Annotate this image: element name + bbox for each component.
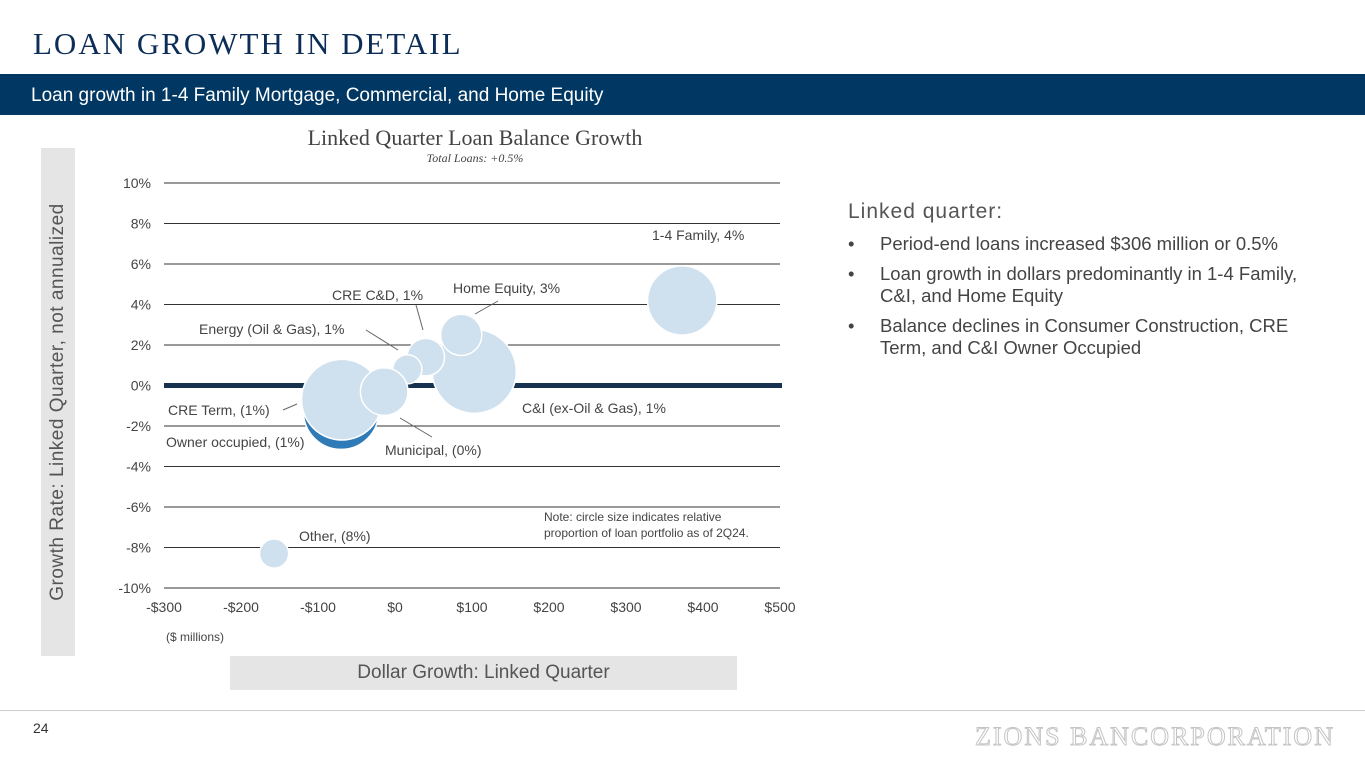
chart-subtitle: Total Loans: +0.5% (427, 151, 524, 165)
footer-divider (0, 710, 1365, 711)
y-tick-label: -8% (126, 540, 151, 556)
bubble-other (258, 538, 290, 569)
commentary-list: • Period-end loans increased $306 million… (848, 233, 1328, 359)
commentary-heading: Linked quarter: (848, 200, 1004, 223)
bubble-label: Other, (8%) (299, 528, 371, 544)
y-tick-label: 8% (131, 216, 151, 232)
subtitle-banner: Loan growth in 1-4 Family Mortgage, Comm… (0, 74, 1365, 115)
bullet-icon: • (848, 315, 855, 336)
commentary-panel: Linked quarter: • Period-end loans increa… (848, 200, 1328, 367)
bubble-1-4-family (646, 265, 718, 336)
y-tick-label: 0% (131, 378, 151, 394)
commentary-bullet: • Loan growth in dollars predominantly in… (848, 263, 1328, 307)
leader-line (474, 300, 499, 315)
y-tick-label: 2% (131, 337, 151, 353)
x-tick-label: -$300 (146, 599, 182, 615)
y-tick-label: -6% (126, 499, 151, 515)
page-number: 24 (33, 720, 49, 736)
x-axis-unit-label: ($ millions) (166, 630, 224, 644)
x-tick-label: -$100 (300, 599, 336, 615)
bubble-label: Owner occupied, (1%) (166, 434, 305, 450)
x-tick-label: $0 (387, 599, 403, 615)
x-tick-label: $500 (764, 599, 795, 615)
y-tick-label: 10% (123, 175, 151, 191)
commentary-text: Period-end loans increased $306 million … (880, 233, 1278, 254)
bubble-home-equity (439, 313, 483, 357)
chart-title: Linked Quarter Loan Balance Growth (308, 125, 643, 150)
leader-line (365, 329, 399, 351)
x-tick-label: $100 (456, 599, 487, 615)
leader-line (399, 417, 433, 438)
leader-line (282, 403, 298, 411)
commentary-bullet: • Balance declines in Consumer Constructi… (848, 315, 1328, 359)
bubble-label: CRE Term, (1%) (168, 402, 270, 418)
bubble-label: CRE C&D, 1% (332, 287, 423, 303)
svg-text:Note: circle size indicates re: Note: circle size indicates relative prop… (544, 510, 749, 540)
company-logo: ZIONS BANCORPORATION (975, 722, 1335, 752)
commentary-text: Balance declines in Consumer Constructio… (880, 315, 1289, 358)
commentary-text: Loan growth in dollars predominantly in … (880, 263, 1298, 306)
y-tick-label: 6% (131, 256, 151, 272)
chart-note: Note: circle size indicates relative prop… (544, 510, 749, 540)
banner-text: Loan growth in 1-4 Family Mortgage, Comm… (31, 85, 604, 106)
y-tick-label: 4% (131, 297, 151, 313)
bubble-label: Home Equity, 3% (453, 280, 560, 296)
page-title: LOAN GROWTH IN DETAIL (33, 26, 463, 61)
y-tick-label: -4% (126, 459, 151, 475)
commentary-bullet: • Period-end loans increased $306 million… (848, 233, 1328, 255)
y-tick-label: -10% (118, 580, 151, 596)
bubble-label: Municipal, (0%) (385, 442, 481, 458)
bullet-icon: • (848, 263, 855, 284)
bullet-icon: • (848, 233, 855, 254)
leader-line (415, 304, 424, 331)
bubble-municipal (359, 367, 409, 417)
x-tick-label: -$200 (223, 599, 259, 615)
bubble-label: 1-4 Family, 4% (652, 227, 744, 243)
x-tick-label: $300 (610, 599, 641, 615)
x-axis-label-panel: Dollar Growth: Linked Quarter (230, 656, 737, 690)
y-tick-label: -2% (126, 418, 151, 434)
bubble-label: Energy (Oil & Gas), 1% (199, 321, 345, 337)
x-tick-label: $400 (687, 599, 718, 615)
y-axis-label-panel (41, 148, 75, 656)
x-tick-label: $200 (533, 599, 564, 615)
bubble-label: C&I (ex-Oil & Gas), 1% (522, 400, 666, 416)
